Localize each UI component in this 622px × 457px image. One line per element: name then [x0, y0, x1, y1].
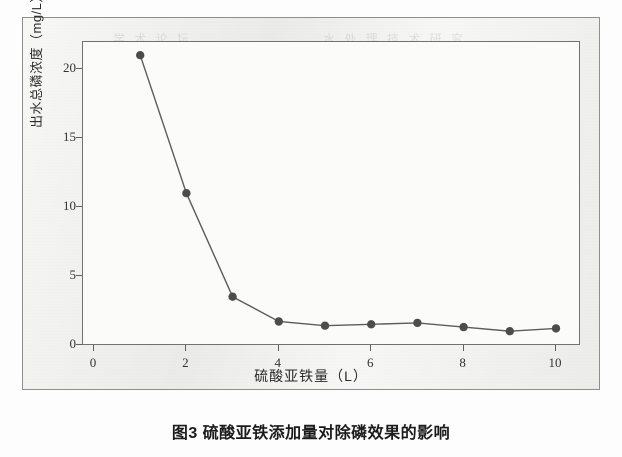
y-tick-mark — [76, 344, 82, 345]
y-tick-mark — [76, 275, 82, 276]
x-tick-mark — [462, 345, 464, 351]
y-tick-label: 15 — [63, 129, 76, 144]
y-tick-label: 20 — [63, 60, 76, 75]
data-point — [136, 51, 145, 60]
y-tick-mark — [76, 137, 82, 138]
y-tick-label: 10 — [63, 198, 76, 213]
x-tick-label: 2 — [182, 355, 189, 370]
data-point — [182, 189, 191, 198]
data-point — [505, 327, 514, 336]
data-point — [274, 317, 283, 326]
x-axis-title: 硫酸亚铁量（L） — [254, 368, 368, 384]
data-point — [367, 320, 376, 329]
x-tick-label: 8 — [459, 355, 466, 370]
x-tick-mark — [370, 345, 372, 351]
y-axis-title: 出水总磷浓度（mg/L） — [29, 0, 44, 128]
data-point — [228, 292, 237, 301]
x-tick-label: 0 — [89, 355, 97, 370]
data-series-line — [139, 54, 557, 332]
x-tick-label: 6 — [366, 355, 374, 370]
data-point — [551, 324, 561, 333]
data-point-markers — [136, 51, 561, 336]
x-tick-mark — [277, 345, 279, 351]
data-point — [413, 318, 422, 328]
x-tick-mark — [93, 345, 94, 351]
line-chart-canvas — [136, 51, 561, 336]
x-tick-label: 4 — [274, 355, 282, 370]
plot-area — [82, 41, 580, 345]
y-tick-label: 5 — [69, 267, 77, 282]
x-tick-mark — [555, 345, 556, 351]
data-point — [459, 322, 468, 332]
y-tick-mark — [76, 206, 82, 207]
figure-caption: 图3 硫酸亚铁添加量对除磷效果的影响 — [171, 425, 451, 442]
x-tick-mark — [185, 345, 187, 351]
y-axis-ticks: 0 5 10 15 20 — [52, 0, 82, 457]
data-point — [320, 321, 330, 330]
y-tick-label: 0 — [69, 336, 77, 351]
x-tick-label: 10 — [548, 355, 562, 370]
y-tick-mark — [76, 68, 82, 69]
